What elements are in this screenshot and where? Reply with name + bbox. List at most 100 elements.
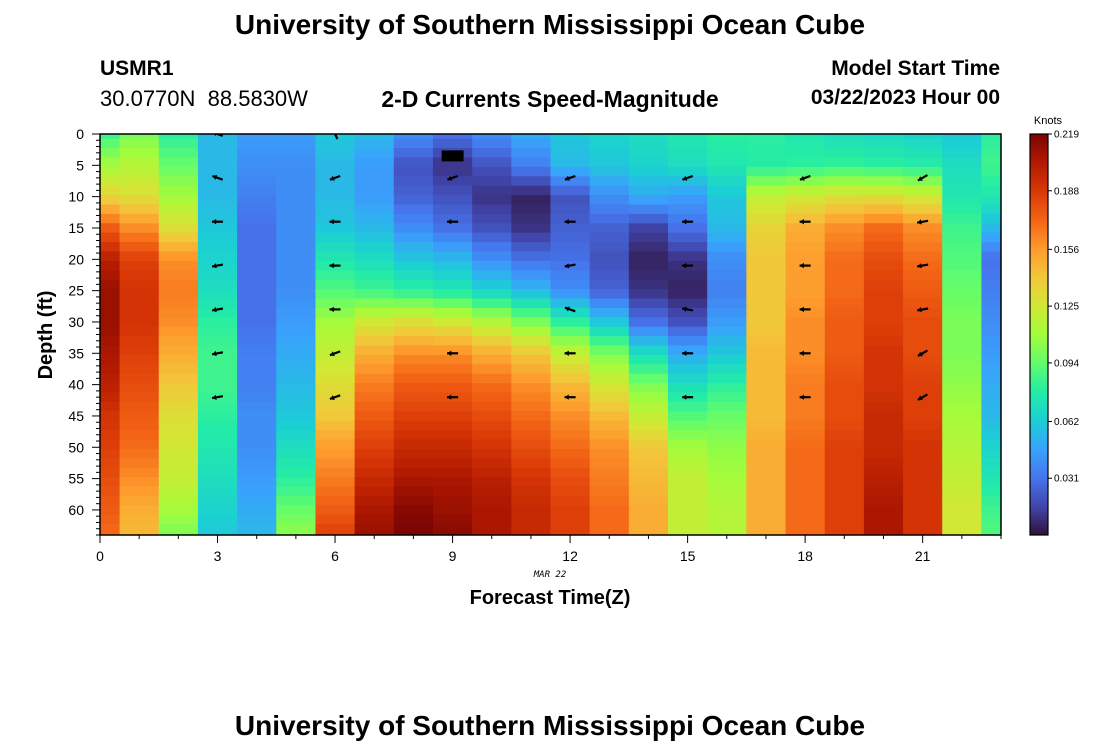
heatmap-cell [119, 138, 160, 149]
heatmap-cell [432, 430, 473, 441]
heatmap-cell [354, 401, 395, 412]
heatmap-cell [942, 166, 983, 177]
heatmap-cell [824, 213, 865, 224]
heatmap-cell [981, 345, 1001, 356]
heatmap-cell [668, 336, 708, 347]
heatmap-cell [472, 176, 512, 187]
heatmap-cell [746, 448, 787, 459]
heatmap-cell [628, 195, 669, 206]
heatmap-cell [432, 420, 473, 431]
heatmap-cell [393, 486, 434, 497]
heatmap-cell [824, 373, 865, 384]
heatmap-cell [668, 533, 708, 535]
heatmap-cell [432, 505, 473, 516]
heatmap-cell [981, 354, 1001, 365]
heatmap-cell [511, 533, 552, 535]
heatmap-cell [276, 439, 317, 450]
heatmap-cell [100, 176, 121, 187]
heatmap-cell [315, 458, 356, 469]
current-vector-arrow [212, 219, 223, 225]
heatmap-cell [707, 486, 747, 497]
heatmap-cell [589, 524, 630, 535]
heatmap-cell [981, 307, 1001, 318]
heatmap-cell [707, 195, 747, 206]
heatmap-cell [354, 298, 395, 309]
colorbar-tick-label: 0.062 [1054, 417, 1079, 428]
heatmap-cell [354, 138, 395, 149]
heatmap-cell [785, 232, 826, 243]
heatmap-cell [393, 420, 434, 431]
heatmap-cell [942, 364, 983, 375]
heatmap-cell [158, 176, 199, 187]
heatmap-cell [589, 486, 630, 497]
heatmap-cell [668, 232, 708, 243]
heatmap-cell [668, 383, 708, 394]
heatmap-cell [981, 439, 1001, 450]
heatmap-cell [785, 242, 826, 253]
heatmap-cell [550, 345, 591, 356]
heatmap-cell [432, 138, 473, 149]
heatmap-cell [354, 364, 395, 375]
heatmap-cell [668, 166, 708, 177]
heatmap-cell [119, 232, 160, 243]
heatmap-cell [589, 336, 630, 347]
heatmap-cell [119, 134, 160, 140]
heatmap-cell [746, 242, 787, 253]
heatmap-cell [315, 270, 356, 281]
heatmap-cell [707, 260, 747, 271]
heatmap-cell [276, 195, 317, 206]
heatmap-cell [746, 354, 787, 365]
heatmap-cell [237, 420, 277, 431]
heatmap-cell [550, 514, 591, 525]
heatmap-cell [589, 383, 630, 394]
y-axis-label: Depth (ft) [35, 291, 57, 380]
heatmap-cell [393, 223, 434, 234]
heatmap-cell [119, 514, 160, 525]
heatmap-cell [119, 439, 160, 450]
y-tick-label: 60 [68, 502, 84, 518]
heatmap-cell [589, 448, 630, 459]
heatmap-cell [628, 166, 669, 177]
heatmap-cell [707, 148, 747, 159]
heatmap-cell [393, 307, 434, 318]
heatmap-cell [472, 364, 512, 375]
heatmap-cell [315, 176, 356, 187]
heatmap-cell [119, 242, 160, 253]
heatmap-cell [746, 411, 787, 422]
heatmap-cell [824, 185, 865, 196]
heatmap-cell [100, 298, 121, 309]
heatmap-cell [863, 195, 904, 206]
heatmap-cell [668, 326, 708, 337]
heatmap-cell [903, 533, 943, 535]
heatmap-cell [511, 166, 552, 177]
heatmap-cell [942, 439, 983, 450]
heatmap-cell [315, 364, 356, 375]
heatmap-cell [981, 533, 1001, 535]
heatmap-cell [746, 326, 787, 337]
heatmap-cell [903, 317, 943, 328]
heatmap-cell [707, 354, 747, 365]
heatmap-cell [100, 439, 121, 450]
current-vectors [211, 134, 929, 401]
heatmap-cell [707, 157, 747, 168]
heatmap-cell [707, 138, 747, 149]
heatmap-cell [785, 430, 826, 441]
heatmap-cell [863, 242, 904, 253]
heatmap-cell [550, 204, 591, 215]
heatmap-cell [354, 430, 395, 441]
heatmap-cell [707, 298, 747, 309]
heatmap-cell [707, 430, 747, 441]
heatmap-cell [276, 242, 317, 253]
heatmap-cell [550, 270, 591, 281]
heatmap-cell [354, 326, 395, 337]
heatmap-cell [276, 260, 317, 271]
heatmap-cell [668, 411, 708, 422]
heatmap-cell [903, 477, 943, 488]
heatmap-cell [668, 176, 708, 187]
heatmap-cell [158, 392, 199, 403]
heatmap-cell [197, 514, 238, 525]
heatmap-cell [942, 458, 983, 469]
current-vector-arrow [447, 350, 459, 356]
heatmap-cell [785, 448, 826, 459]
date-label: MAR 22 [533, 570, 567, 580]
